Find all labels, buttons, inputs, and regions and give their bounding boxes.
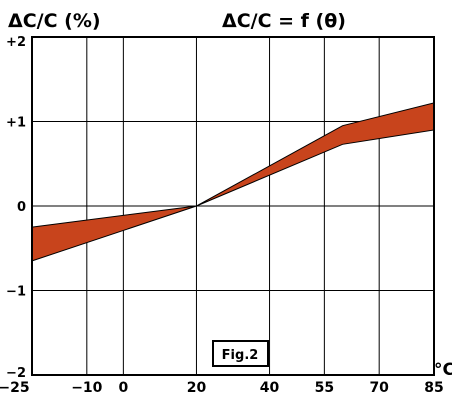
y-tick-label: 0 <box>17 200 26 215</box>
x-axis-unit-label: °C <box>434 360 452 380</box>
y-tick-label: −1 <box>6 285 26 300</box>
grid <box>32 37 434 375</box>
x-tick-label: −10 <box>71 380 102 396</box>
x-tick-label: 70 <box>369 380 389 396</box>
x-tick-label: 85 <box>424 380 443 396</box>
x-tick-label: 55 <box>315 380 334 396</box>
y-tick-labels: +2 +1 0 −1 −2 <box>6 35 26 381</box>
x-tick-labels: −25 −10 0 20 40 55 70 85 <box>0 380 444 396</box>
y-axis-label: ΔC/C (%) <box>8 10 101 32</box>
y-tick-label: −2 <box>6 366 26 381</box>
x-tick-label: 20 <box>187 380 207 396</box>
y-tick-label: +2 <box>6 35 26 50</box>
figure-label-text: Fig.2 <box>222 348 259 363</box>
x-tick-label: −25 <box>0 380 30 396</box>
figure-label: Fig.2 <box>213 341 268 366</box>
capacitance-tolerance-band <box>32 103 434 261</box>
x-tick-label: 0 <box>118 380 128 396</box>
chart-title: ΔC/C = f (θ) <box>222 10 346 32</box>
y-tick-label: +1 <box>6 116 26 131</box>
x-tick-label: 40 <box>260 380 280 396</box>
